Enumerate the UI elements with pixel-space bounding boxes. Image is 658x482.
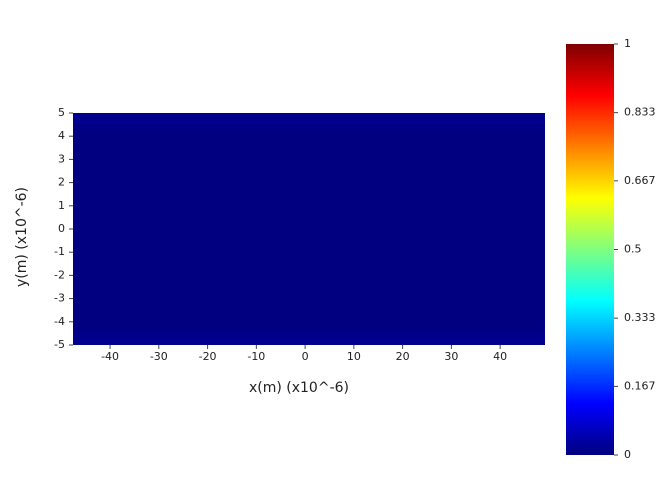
x-tick-label: -10 (247, 350, 265, 363)
x-tick-label: -30 (150, 350, 168, 363)
heatmap-cell (373, 124, 394, 334)
y-tick-label: 1 (58, 199, 65, 212)
colorbar-tick-label: 0.167 (624, 379, 656, 392)
heatmap-cell (444, 124, 462, 334)
heatmap-cell (114, 124, 145, 334)
y-tick-label: -4 (54, 315, 65, 328)
heatmap-cell (290, 124, 321, 334)
y-tick-label: 4 (58, 129, 65, 142)
heatmap-cell (173, 124, 204, 334)
heatmap-cell (231, 124, 262, 334)
y-tick-label: 2 (58, 176, 65, 189)
heatmap-cell (461, 124, 482, 334)
heatmap-cell (480, 124, 504, 334)
y-tick-label: -5 (54, 338, 65, 351)
colorbar (566, 44, 614, 455)
x-axis-title: x(m) (x10^-6) (249, 380, 349, 396)
heatmap-cell (73, 124, 89, 334)
heatmap-cell (412, 124, 430, 334)
heatmap-cell (526, 124, 545, 334)
colorbar-tick-label: 0.667 (624, 174, 656, 187)
x-tick-label: -40 (101, 350, 119, 363)
x-tick-label: -20 (199, 350, 217, 363)
heatmap-cell (261, 124, 291, 334)
colorbar-tick-label: 0 (624, 448, 631, 461)
heatmap-cell (429, 124, 445, 334)
y-tick-label: -3 (54, 292, 65, 305)
x-tick-label: 0 (302, 350, 309, 363)
x-tick-label: 40 (493, 350, 507, 363)
heatmap-cell (348, 124, 374, 334)
x-tick-label: 20 (396, 350, 410, 363)
colorbar-tick-label: 0.5 (624, 243, 642, 256)
y-tick-label: 0 (58, 222, 65, 235)
colorbar-tick-label: 0.333 (624, 311, 656, 324)
colorbar-tick-label: 0.833 (624, 106, 656, 119)
y-tick-label: -1 (54, 245, 65, 258)
heatmap (73, 124, 545, 334)
x-tick-label: 10 (347, 350, 361, 363)
heatmap-cell (202, 124, 233, 334)
x-tick-label: 30 (444, 350, 458, 363)
colorbar-tick-label: 1 (624, 37, 631, 50)
heatmap-cell (144, 124, 174, 334)
y-tick-label: 3 (58, 152, 65, 165)
heatmap-cell (392, 124, 413, 334)
heatmap-cell (88, 124, 116, 334)
heatmap-cell (502, 124, 528, 334)
y-tick-label: 5 (58, 106, 65, 119)
heatmap-cell (319, 124, 350, 334)
y-axis-title: y(m) (x10^-6) (14, 187, 30, 287)
y-tick-label: -2 (54, 268, 65, 281)
